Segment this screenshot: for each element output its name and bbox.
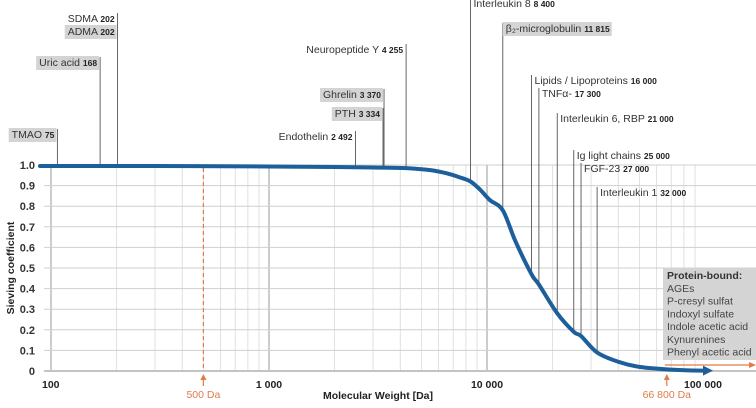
y-tick-label: 1.0 [20,160,35,172]
marker-value: 202 [100,27,114,37]
marker-label: FGF-23 27 000 [584,163,649,175]
marker-name: Interleukin 6, RBP 21 000 [560,113,674,125]
marker-label: Endothelin 2 492 [279,131,353,143]
marker-name: PTH 3 334 [335,108,380,120]
x-axis-title: Molecular Weight [Da] [323,390,433,402]
y-tick-label: 0.3 [20,304,35,316]
annotation-66800-da: 66 800 Da [643,362,756,401]
protein-bound-item: Kynurenines [667,334,725,346]
protein-bound-item: Phenyl acetic acid [667,347,752,359]
marker-label-box [64,25,117,39]
protein-bound-title: Protein-bound: [667,270,742,282]
marker-name: Uric acid 168 [39,57,97,69]
x-tick-label: 10 000 [471,379,503,391]
marker-label-box [8,128,57,142]
marker-name: ADMA 202 [68,26,115,38]
gridlines [44,164,756,372]
x-tick-label: 1 000 [256,379,282,391]
marker-label: ADMA 202 [64,25,117,39]
marker-value: 17 300 [575,89,601,99]
marker-label-box [331,107,383,121]
marker-value: 25 000 [644,151,670,161]
protein-bound-item: Indoxyl sulfate [667,308,734,320]
marker-lines [55,0,599,355]
y-tick-label: 0.7 [20,222,35,234]
x-tick-label: 100 000 [684,379,722,391]
marker-value: 11 815 [584,24,610,34]
y-tick-label: 0.6 [20,242,35,254]
marker-label: Interleukin 8 8 400 [473,0,555,10]
arrow-head-icon [663,374,670,380]
marker-value: 3 334 [359,109,381,119]
marker-name: Endothelin 2 492 [279,131,353,143]
protein-bound-item: P-cresyl sulfat [667,296,733,308]
marker-label: SDMA 202 [68,13,115,25]
marker-label: TMAO 75 [8,128,57,142]
y-tick-label: 0 [29,366,35,378]
marker-name: Interleukin 8 8 400 [473,0,555,10]
marker-label: TNFα- 17 300 [542,88,601,100]
marker-value: 2 492 [331,132,353,142]
marker-value: 32 000 [660,188,686,198]
marker-label: Interleukin 6, RBP 21 000 [560,113,674,125]
marker-value: 168 [83,58,97,68]
marker-label: Interleukin 1 32 000 [600,187,686,199]
y-tick-label: 0.8 [20,201,35,213]
marker-value: 27 000 [623,164,649,174]
marker-name: Ghrelin 3 370 [323,89,381,101]
annotation-500-label: 500 Da [186,389,220,401]
y-tick-label: 0.5 [20,263,35,275]
axes: 0 0.1 0.2 0.3 0.4 0.5 0.6 0.7 0.8 0.9 1.0 100 1 000 1… [20,160,722,391]
marker-name: TNFα- 17 300 [542,88,601,100]
protein-bound-item: Indole acetic acid [667,321,748,333]
y-tick-label: 0.4 [20,284,36,296]
marker-label: β₂-microglobulin 11 815 [502,22,612,36]
marker-name: FGF-23 27 000 [584,163,649,175]
marker-value: 16 000 [631,76,657,86]
marker-name: Lipids / Lipoproteins 16 000 [534,75,657,87]
marker-name: Interleukin 1 32 000 [600,187,686,199]
curve-arrow-icon [703,365,713,376]
annotation-66800-label: 66 800 Da [643,389,692,401]
y-tick-label: 0.9 [20,181,35,193]
marker-label: Uric acid 168 [36,56,100,70]
marker-label-box [36,56,100,70]
marker-value: 3 370 [360,90,382,100]
marker-name: Ig light chains 25 000 [577,150,670,162]
marker-value: 202 [100,14,114,24]
arrow-head-icon [200,374,207,380]
marker-label: Ig light chains 25 000 [577,150,670,162]
arrow-right-icon [749,362,756,368]
marker-label: Lipids / Lipoproteins 16 000 [534,75,657,87]
y-axis-title: Sieving coefficient [5,221,17,314]
marker-label: PTH 3 334 [331,107,383,121]
sieving-curve [38,163,713,376]
marker-label-box [319,88,384,102]
y-tick-label: 0.1 [20,345,35,357]
marker-value: 4 255 [382,45,404,55]
marker-name: β₂-microglobulin 11 815 [506,23,610,35]
sieving-curve-line [38,163,707,373]
annotation-500-da: 500 Da [186,168,220,401]
protein-bound-background [663,268,756,360]
marker-value: 8 400 [534,0,556,9]
marker-label-box [502,22,612,36]
marker-name: Neuropeptide Y 4 255 [306,44,403,56]
x-tick-label: 100 [42,379,60,391]
y-tick-label: 0.2 [20,325,35,337]
protein-bound-item: AGEs [667,283,694,295]
marker-label: Neuropeptide Y 4 255 [306,44,403,56]
marker-value: 75 [45,130,55,140]
marker-label: Ghrelin 3 370 [319,88,384,102]
marker-value: 21 000 [648,114,674,124]
marker-name: TMAO 75 [12,129,55,141]
marker-name: SDMA 202 [68,13,115,25]
